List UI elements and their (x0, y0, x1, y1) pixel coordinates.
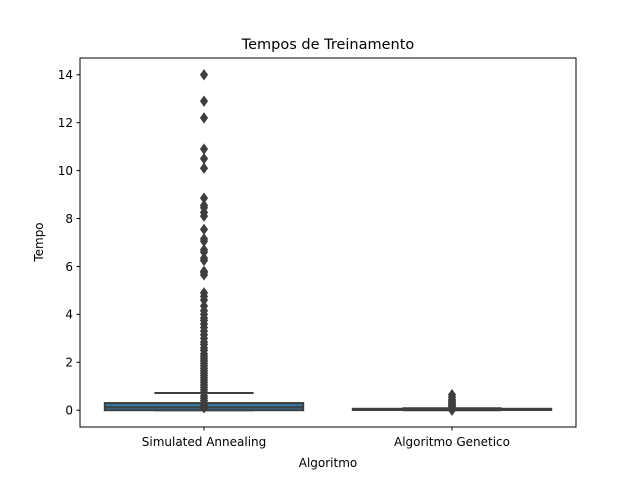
y-tick-label: 6 (65, 260, 73, 274)
x-tick-label: Algoritmo Genetico (394, 435, 510, 449)
outlier-point (199, 143, 209, 155)
outlier-point (199, 112, 209, 124)
box-group (103, 69, 305, 414)
outlier-point (199, 265, 209, 277)
plot-frame (79, 57, 577, 428)
outlier-point (447, 388, 457, 401)
outlier-point (199, 287, 209, 299)
plot-area (103, 69, 553, 416)
outlier-point (199, 152, 209, 165)
outlier-point (199, 244, 209, 256)
y-axis: 0 2 4 6 8 10 12 14 (58, 68, 80, 418)
x-axis-label: Algoritmo (299, 456, 358, 470)
y-tick-label: 0 (65, 404, 73, 418)
outlier-point (199, 192, 209, 204)
outlier-point (199, 199, 209, 212)
outlier-point (199, 69, 209, 81)
outlier-point (199, 252, 209, 264)
outlier-point (199, 233, 209, 245)
chart-title: Tempos de Treinamento (241, 37, 415, 53)
y-tick-label: 14 (58, 68, 73, 82)
outlier-point (199, 223, 209, 236)
y-tick-label: 2 (65, 356, 73, 370)
y-axis-label: Tempo (32, 222, 46, 262)
x-tick-label: Simulated Annealing (142, 435, 267, 449)
y-tick-label: 4 (65, 308, 73, 322)
outlier-point (199, 300, 209, 312)
x-axis: Simulated Annealing Algoritmo Genetico (142, 427, 510, 449)
outlier-point (199, 95, 209, 107)
y-tick-label: 10 (58, 164, 73, 178)
box-group (351, 388, 553, 416)
y-tick-label: 8 (65, 212, 73, 226)
y-tick-label: 12 (58, 116, 73, 130)
outlier-point (199, 162, 209, 174)
